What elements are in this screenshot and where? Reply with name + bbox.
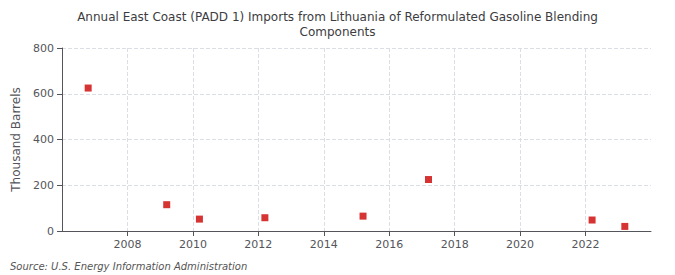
svg-text:2008: 2008 [113, 238, 141, 251]
svg-text:0: 0 [47, 225, 54, 238]
svg-text:Source: U.S. Energy Informatio: Source: U.S. Energy Information Administ… [10, 261, 247, 272]
svg-text:2018: 2018 [441, 238, 469, 251]
svg-text:2022: 2022 [572, 238, 600, 251]
svg-text:2010: 2010 [179, 238, 207, 251]
svg-text:800: 800 [33, 42, 54, 55]
svg-text:2012: 2012 [244, 238, 272, 251]
svg-text:Components: Components [300, 25, 376, 39]
svg-text:600: 600 [33, 87, 54, 100]
svg-text:2020: 2020 [506, 238, 534, 251]
svg-text:Thousand Barrels: Thousand Barrels [9, 87, 23, 192]
svg-text:2016: 2016 [375, 238, 403, 251]
svg-text:400: 400 [33, 133, 54, 146]
svg-text:2014: 2014 [310, 238, 338, 251]
svg-text:200: 200 [33, 179, 54, 192]
svg-text:Annual East Coast (PADD 1) Imp: Annual East Coast (PADD 1) Imports from … [77, 10, 598, 24]
